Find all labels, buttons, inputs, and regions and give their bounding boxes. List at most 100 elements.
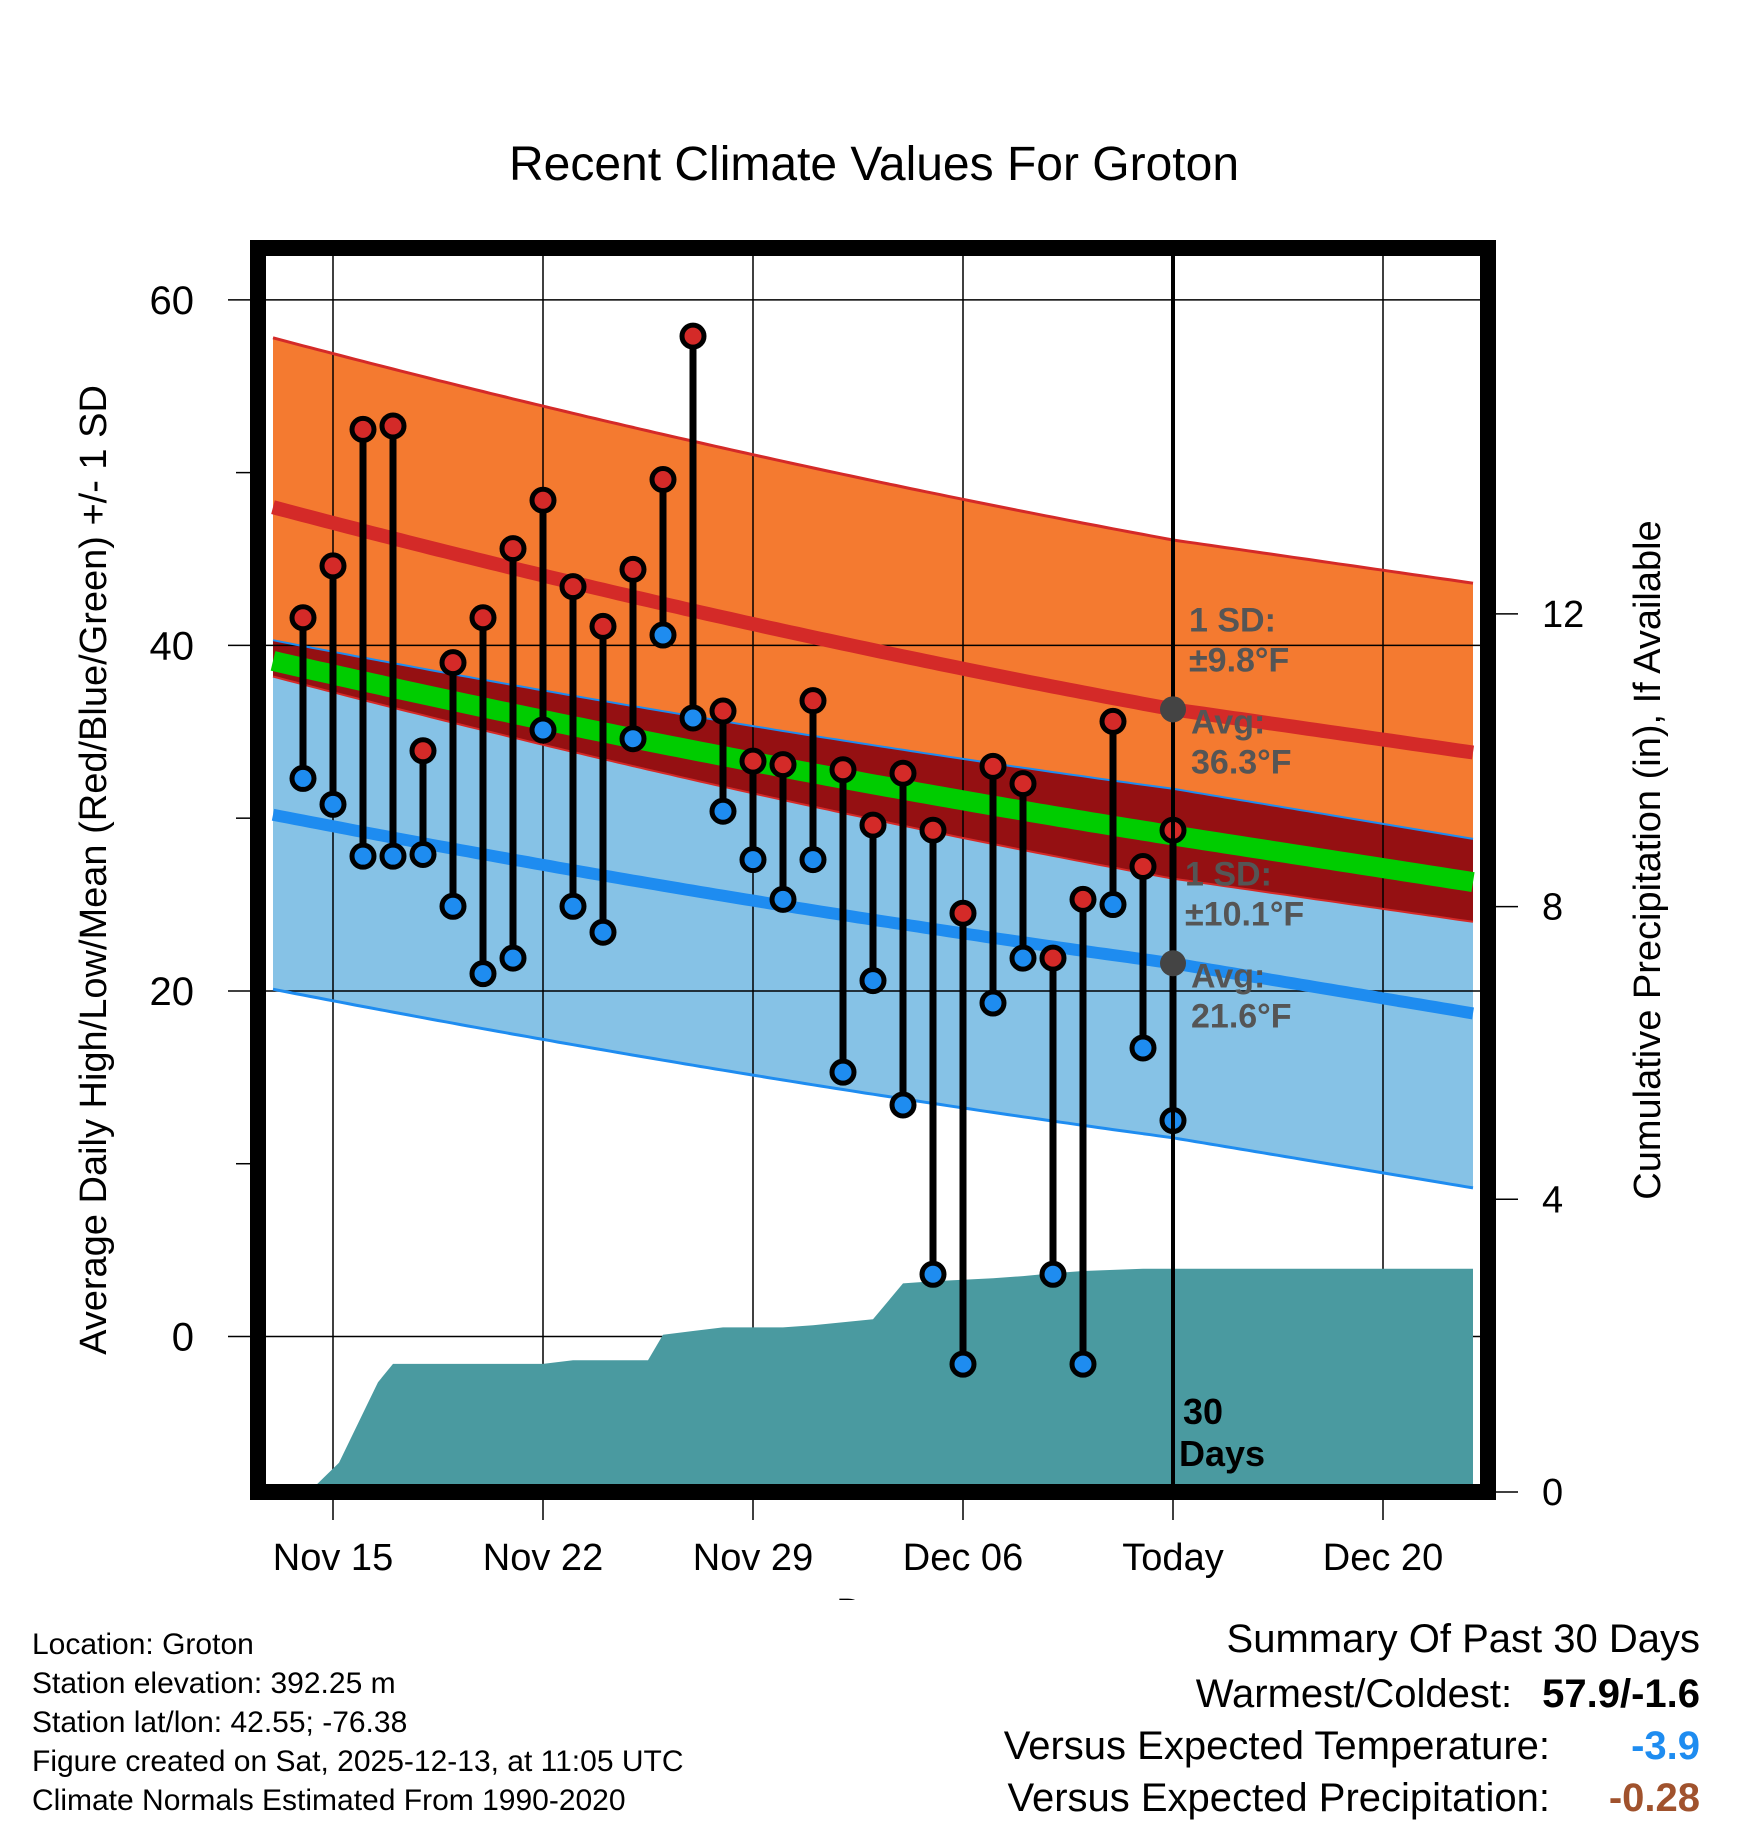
precip-value: -0.28 <box>1608 1776 1700 1820</box>
low-avg-label: Avg: <box>1191 957 1265 995</box>
temp-label: Versus Expected Temperature: <box>1003 1724 1550 1768</box>
high-dot <box>1129 853 1157 881</box>
low-dot <box>559 892 587 920</box>
low-dot <box>409 840 437 868</box>
mean-avg-line <box>270 651 1475 892</box>
low-dot <box>709 797 737 825</box>
station-info: Location: Groton Station elevation: 392.… <box>32 1625 684 1820</box>
low-sd-value: ±10.1°F <box>1185 895 1304 933</box>
low-dot <box>769 885 797 913</box>
high-dot <box>379 412 407 440</box>
warmest-value: 57.9/-1.6 <box>1542 1672 1700 1716</box>
y2-axis-label: Cumulative Precipitation (in), If Availa… <box>1627 520 1669 1199</box>
elevation-text: Station elevation: 392.25 m <box>32 1667 396 1700</box>
x-tick-label: Dec 06 <box>903 1537 1023 1579</box>
high-dot <box>1039 944 1067 972</box>
today-high-marker <box>1160 696 1186 723</box>
y2-tick-label: 4 <box>1542 1179 1563 1221</box>
low-sd-upper-line <box>272 639 1474 840</box>
high-dot <box>529 486 557 514</box>
precip-label: Versus Expected Precipitation: <box>1007 1776 1550 1820</box>
y-tick-label: 60 <box>150 279 195 323</box>
low-avg-value: 21.6°F <box>1191 997 1292 1035</box>
high-dot <box>1069 885 1097 913</box>
low-dot <box>289 764 317 792</box>
y-tick-label: 40 <box>150 624 195 668</box>
y2-tick-label: 0 <box>1542 1472 1563 1514</box>
high-avg-value: 36.3°F <box>1191 743 1292 781</box>
temp-value: -3.9 <box>1631 1724 1700 1768</box>
high-dot <box>949 899 977 927</box>
x-tick-label: Today <box>1122 1537 1223 1579</box>
low-dot <box>739 846 767 874</box>
high-dot <box>979 752 1007 780</box>
low-sd-label: 1 SD: <box>1185 855 1272 893</box>
low-dot <box>919 1260 947 1288</box>
low-dot <box>469 960 497 988</box>
low-dot <box>439 892 467 920</box>
summary-precip-row: Versus Expected Precipitation: -0.28 <box>1004 1772 1700 1824</box>
summary-title: Summary Of Past 30 Days <box>1226 1617 1700 1661</box>
period-label-unit: Days <box>1179 1433 1265 1474</box>
high-avg-line <box>271 500 1475 760</box>
high-dot <box>649 466 677 494</box>
low-dot <box>979 989 1007 1017</box>
low-dot <box>1129 1034 1157 1062</box>
high-sd-value: ±9.8°F <box>1189 641 1289 679</box>
y-tick-label: 0 <box>172 1316 194 1360</box>
low-sd-lower-line <box>272 987 1474 1190</box>
high-dot <box>499 535 527 563</box>
low-dot <box>649 621 677 649</box>
high-dot <box>799 687 827 715</box>
x-axis-label: Day <box>836 1592 904 1600</box>
low-dot <box>349 842 377 870</box>
high-dot <box>619 555 647 583</box>
low-dot <box>829 1058 857 1086</box>
normals-text: Climate Normals Estimated From 1990-2020 <box>32 1784 626 1817</box>
y2-tick-label: 8 <box>1542 887 1563 929</box>
summary-panel: Summary Of Past 30 Days Warmest/Coldest:… <box>1004 1617 1700 1824</box>
high-dot <box>709 697 737 725</box>
latlon-text: Station lat/lon: 42.55; -76.38 <box>32 1706 408 1739</box>
warmest-label: Warmest/Coldest: <box>1195 1672 1513 1716</box>
climate-chart: Recent Climate Values For Groton 1 SD:±9… <box>73 138 1669 1600</box>
high-dot <box>289 604 317 632</box>
low-dot <box>799 846 827 874</box>
high-dot <box>349 415 377 443</box>
high-dot <box>469 604 497 632</box>
low-dot <box>499 944 527 972</box>
created-text: Figure created on Sat, 2025-12-13, at 11… <box>32 1745 684 1778</box>
high-sd-label: 1 SD: <box>1189 601 1276 639</box>
x-tick-label: Nov 22 <box>483 1537 603 1579</box>
high-dot <box>319 552 347 580</box>
today-low-marker <box>1160 950 1186 977</box>
high-dot <box>559 573 587 601</box>
y-axis-label: Average Daily High/Low/Mean (Red/Blue/Gr… <box>73 385 115 1355</box>
low-dot <box>1099 891 1127 919</box>
high-dot <box>739 747 767 775</box>
location-text: Location: Groton <box>32 1628 254 1661</box>
low-dot <box>1069 1350 1097 1378</box>
precipitation-area <box>309 1268 1473 1492</box>
high-dot <box>769 751 797 779</box>
high-dot <box>1009 770 1037 798</box>
high-sd-upper-line <box>272 336 1474 585</box>
high-dot <box>679 322 707 350</box>
x-tick-label: Nov 29 <box>693 1537 813 1579</box>
high-dot <box>859 811 887 839</box>
high-dot <box>919 816 947 844</box>
high-dot <box>439 649 467 677</box>
low-dot <box>859 967 887 995</box>
period-label-number: 30 <box>1183 1391 1223 1432</box>
low-dot <box>949 1350 977 1378</box>
plot-frame <box>250 240 1496 1500</box>
low-dot <box>1009 944 1037 972</box>
low-dot <box>589 918 617 946</box>
high-dot <box>409 737 437 765</box>
y-tick-label: 20 <box>150 970 195 1014</box>
y2-tick-label: 12 <box>1542 594 1584 636</box>
summary-warmest-row: Warmest/Coldest: 57.9/-1.6 <box>1004 1668 1700 1720</box>
x-tick-label: Nov 15 <box>273 1537 393 1579</box>
low-dot <box>889 1091 917 1119</box>
high-avg-label: Avg: <box>1191 703 1265 741</box>
